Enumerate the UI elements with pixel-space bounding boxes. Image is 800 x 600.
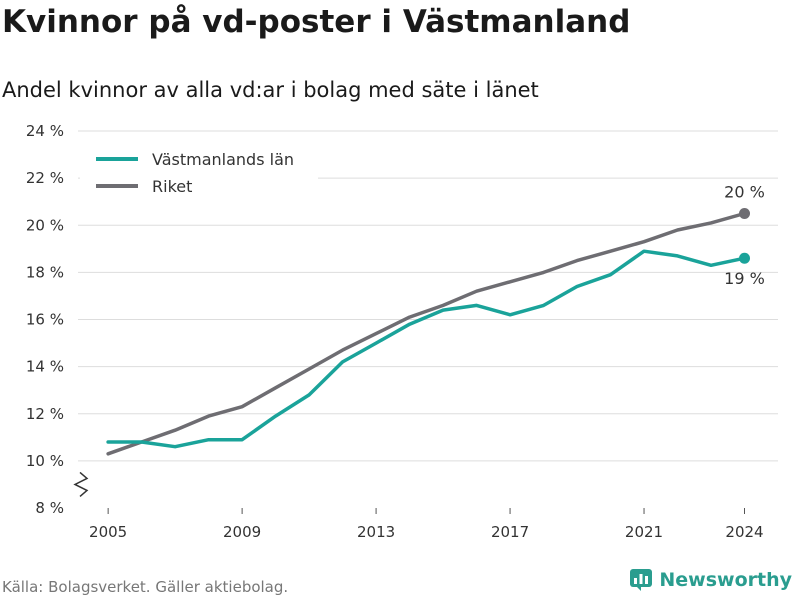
legend-label-vastmanland: Västmanlands län bbox=[152, 150, 294, 169]
x-tick-label: 2024 bbox=[725, 523, 763, 541]
y-tick-label: 20 % bbox=[26, 216, 64, 234]
y-tick-label: 8 % bbox=[35, 499, 64, 517]
source-note: Källa: Bolagsverket. Gäller aktiebolag. bbox=[2, 578, 289, 596]
y-tick-label: 14 % bbox=[26, 358, 64, 376]
y-tick-label: 16 % bbox=[26, 311, 64, 329]
legend-background bbox=[80, 144, 318, 202]
series-line-riket bbox=[106, 211, 747, 456]
end-labels: 19 % 20 % bbox=[724, 182, 765, 288]
grid-lines bbox=[78, 130, 778, 462]
legend-label-riket: Riket bbox=[152, 177, 192, 196]
legend: Västmanlands län Riket bbox=[80, 144, 318, 202]
series-line-vastmanland bbox=[106, 249, 747, 449]
brand-logo[interactable]: Newsworthy bbox=[629, 568, 792, 592]
x-tick-label: 2017 bbox=[491, 523, 529, 541]
x-tick-label: 2021 bbox=[625, 523, 663, 541]
x-tick-label: 2013 bbox=[357, 523, 395, 541]
x-tick-label: 2005 bbox=[89, 523, 127, 541]
y-tick-label: 12 % bbox=[26, 405, 64, 423]
y-tick-label: 24 % bbox=[26, 122, 64, 140]
end-point-vastmanland bbox=[739, 252, 751, 264]
end-label-vastmanland: 19 % bbox=[724, 269, 765, 288]
chart-subtitle: Andel kvinnor av alla vd:ar i bolag med … bbox=[2, 78, 539, 102]
brand-name: Newsworthy bbox=[659, 569, 792, 591]
y-tick-label: 18 % bbox=[26, 263, 64, 281]
x-tick-label: 2009 bbox=[223, 523, 261, 541]
end-label-riket: 20 % bbox=[724, 182, 765, 201]
series-lines bbox=[106, 211, 747, 456]
newsworthy-logo-icon bbox=[630, 569, 653, 591]
axis-break-icon bbox=[73, 471, 89, 498]
y-axis-ticks: 8 % 10 % 12 % 14 % 16 % 18 % 20 % 22 % 24 % bbox=[26, 122, 64, 517]
y-tick-label: 22 % bbox=[26, 169, 64, 187]
axis-break-mark bbox=[73, 471, 89, 498]
y-tick-label: 10 % bbox=[26, 452, 64, 470]
x-axis-ticks: 2005 2009 2013 2017 2021 2024 bbox=[89, 508, 764, 541]
chart-title: Kvinnor på vd-poster i Västmanland bbox=[2, 4, 631, 40]
end-point-riket bbox=[739, 207, 751, 219]
